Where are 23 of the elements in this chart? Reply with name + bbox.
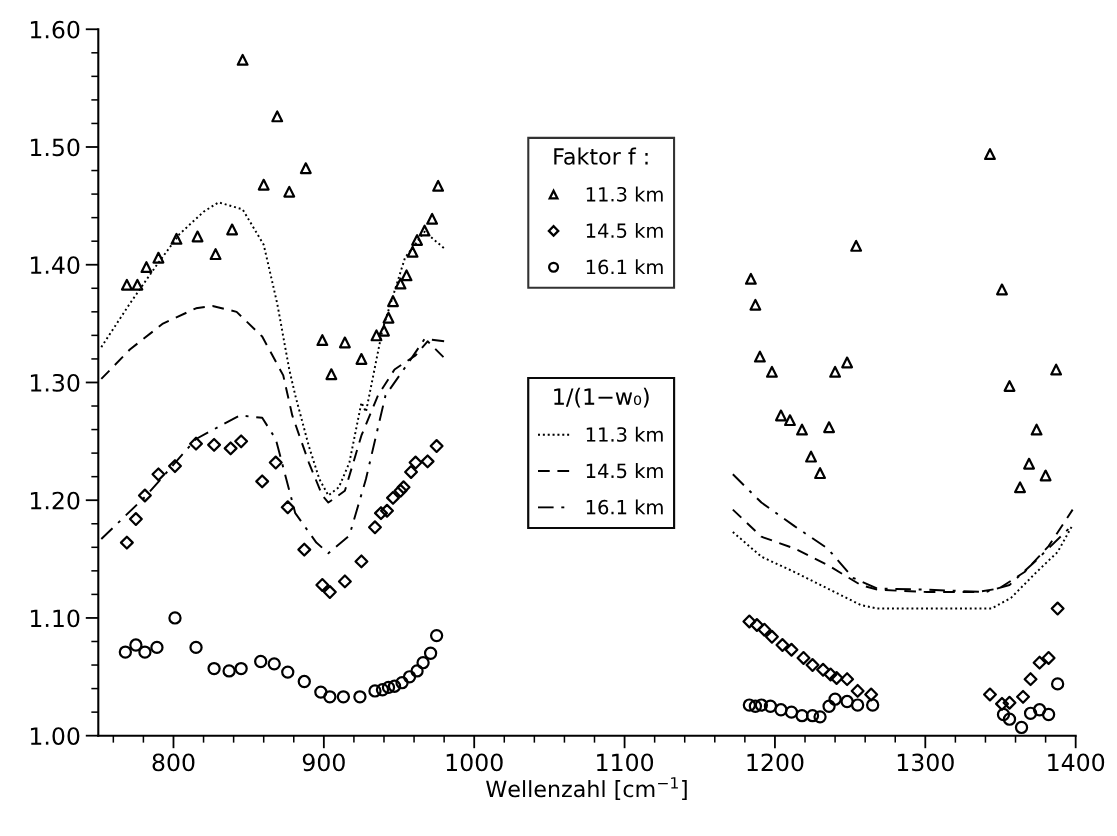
- x-tick-label: 800: [152, 753, 195, 772]
- y-tick-label: 1.00: [30, 727, 80, 745]
- x-tick-label: 1200: [747, 753, 804, 772]
- legend-label: 16.1 km: [586, 259, 663, 275]
- y-tick-label: 1.10: [30, 609, 80, 628]
- x-tick-label: 900: [302, 753, 345, 772]
- x-axis-title: Wellenzahl [cm$^{−1}$]: [486, 777, 687, 800]
- y-tick-label: 1.20: [30, 491, 80, 510]
- x-tick-label: 1000: [446, 753, 503, 772]
- text: Faktor f :: [554, 147, 648, 165]
- legend-label: 11.3 km: [586, 186, 663, 202]
- y-tick-label: 1.30: [30, 373, 80, 392]
- text: 1/(1−w₀): [554, 387, 649, 408]
- y-tick-label: 1.40: [30, 256, 80, 275]
- x-tick-label: 1400: [1048, 753, 1105, 772]
- y-tick-label: 1.60: [30, 20, 80, 39]
- legend-label: 14.5 km: [586, 222, 663, 238]
- x-tick-label: 1100: [597, 753, 654, 772]
- legend-label: 11.3 km: [586, 426, 663, 442]
- y-tick-label: 1.50: [30, 138, 80, 157]
- legend-label: 14.5 km: [586, 463, 663, 479]
- x-tick-label: 1300: [897, 753, 954, 772]
- legend-label: 16.1 km: [586, 499, 663, 515]
